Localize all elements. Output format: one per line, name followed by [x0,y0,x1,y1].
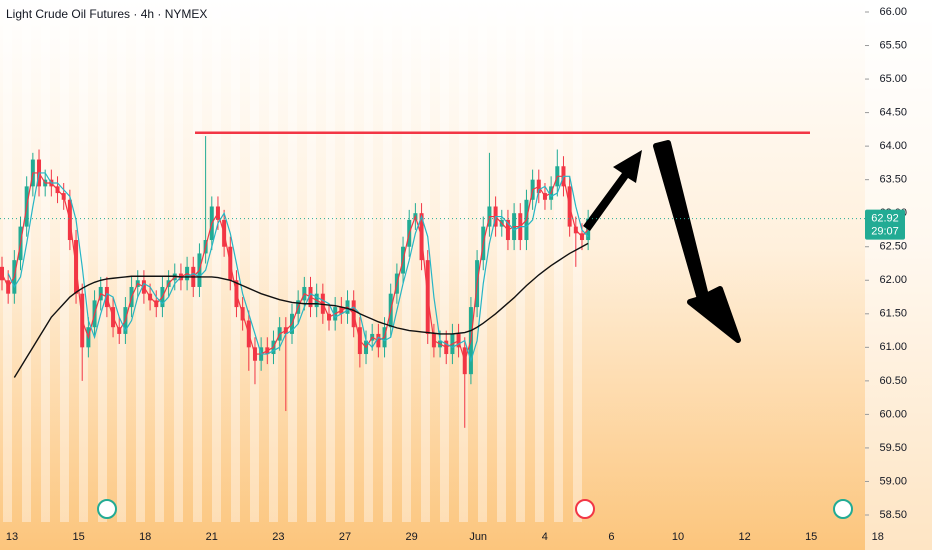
moving-average [13,242,589,378]
session-band [421,0,430,522]
y-tick-label: 62.50 [879,241,907,253]
y-tick-label: 59.50 [879,442,907,454]
x-tick-label: 27 [339,531,351,543]
moving-average [1,172,589,363]
arrow-down [653,140,741,343]
countdown: 29:07 [871,225,899,237]
arrow-up [583,150,642,231]
x-tick-label: 18 [139,531,151,543]
y-tick-label: 58.50 [879,509,907,521]
session-band [41,0,50,522]
x-tick-label: 15 [805,531,817,543]
chart-title: Light Crude Oil Futures · 4h · NYMEX [6,7,207,21]
x-tick-label: 21 [206,531,218,543]
session-band [402,0,411,522]
session-band [3,0,12,522]
session-band [269,0,278,522]
x-tick-label: 29 [405,531,417,543]
session-band [307,0,316,522]
y-tick-label: 66.00 [879,6,907,18]
session-band [345,0,354,522]
session-band [136,0,145,522]
y-tick-label: 61.00 [879,341,907,353]
session-band [326,0,335,522]
event-icon[interactable] [97,499,117,519]
y-tick-label: 61.50 [879,308,907,320]
y-tick-label: 63.50 [879,174,907,186]
y-tick-label: 64.50 [879,107,907,119]
x-tick-label: 6 [608,531,614,543]
session-band [364,0,373,522]
event-icon[interactable] [833,499,853,519]
event-icon[interactable] [575,499,595,519]
session-band [516,0,525,522]
session-band [383,0,392,522]
y-tick-label: 60.00 [879,408,907,420]
x-tick-label: 12 [738,531,750,543]
session-band [478,0,487,522]
session-band [60,0,69,522]
x-tick-label: 4 [542,531,548,543]
price-axis [865,0,932,550]
session-band [459,0,468,522]
session-band [212,0,221,522]
x-tick-label: Jun [469,531,487,543]
y-tick-label: 64.00 [879,140,907,152]
session-band [98,0,107,522]
y-tick-label: 65.00 [879,73,907,85]
plot [0,136,591,428]
x-tick-label: 13 [6,531,18,543]
session-band [155,0,164,522]
x-tick-label: 15 [72,531,84,543]
session-band [497,0,506,522]
moving-average [7,172,589,363]
y-tick-label: 65.50 [879,39,907,51]
session-band [117,0,126,522]
session-band [535,0,544,522]
session-band [288,0,297,522]
x-tick-label: 10 [672,531,684,543]
x-tick-label: 23 [272,531,284,543]
session-band [440,0,449,522]
last-price-label: 62.92 [871,212,899,224]
session-band [174,0,183,522]
y-tick-label: 62.00 [879,274,907,286]
last-price-tag [865,209,905,240]
session-band [250,0,259,522]
y-tick-label: 60.50 [879,375,907,387]
session-band [573,0,582,522]
session-band [79,0,88,522]
y-tick-label: 59.00 [879,475,907,487]
x-tick-label: 18 [872,531,884,543]
session-band [22,0,31,522]
